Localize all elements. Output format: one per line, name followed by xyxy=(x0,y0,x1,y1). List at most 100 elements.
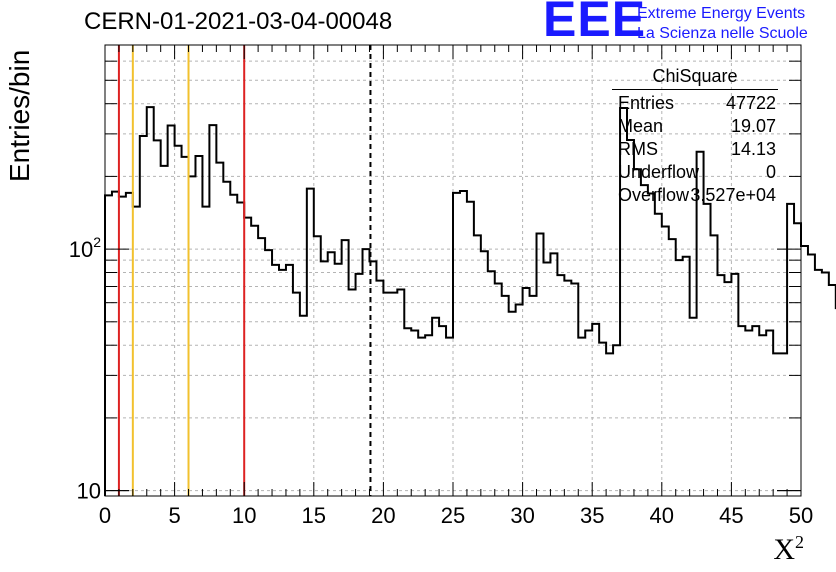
histogram-bin xyxy=(495,284,502,496)
histogram-bin xyxy=(335,264,342,496)
histogram-bin xyxy=(585,331,592,496)
stats-row-entries: Entries 47722 xyxy=(612,92,778,115)
histogram-bin xyxy=(439,326,446,496)
x-tick-label: 15 xyxy=(302,503,326,528)
histogram-bin xyxy=(390,293,397,496)
histogram-bin xyxy=(133,207,140,496)
histogram-bin xyxy=(731,274,738,496)
histogram-bin xyxy=(745,331,752,496)
stats-value: 19.07 xyxy=(730,116,776,136)
histogram-bin xyxy=(321,261,328,496)
histogram-bin xyxy=(293,293,300,496)
x-tick-label: 20 xyxy=(371,503,395,528)
histogram-bin xyxy=(453,193,460,496)
histogram-bin xyxy=(279,270,286,496)
histogram-bin xyxy=(509,312,516,496)
x-tick-label: 5 xyxy=(168,503,180,528)
histogram-bin xyxy=(530,296,537,496)
histogram-bin xyxy=(801,246,808,496)
y-tick-label: 102 xyxy=(69,234,101,262)
y-tick-label: 10 xyxy=(77,479,101,504)
y-axis-label: Entries/bin xyxy=(4,49,35,182)
logo-line-2: La Scienza nelle Scuole xyxy=(637,25,808,42)
stats-label: RMS xyxy=(618,139,658,159)
histogram-bin xyxy=(265,250,272,496)
histogram-bin xyxy=(564,281,571,496)
histogram-bin xyxy=(300,316,307,496)
histogram-bin xyxy=(641,185,648,496)
histogram-bin xyxy=(467,202,474,496)
histogram-bin xyxy=(126,193,133,496)
histogram-bin xyxy=(209,125,216,496)
stats-row-underflow: Underflow 0 xyxy=(612,161,778,184)
histogram-bin xyxy=(655,214,662,496)
histogram-bin xyxy=(272,265,279,496)
stats-row-rms: RMS 14.13 xyxy=(612,138,778,161)
histogram-bin xyxy=(119,197,126,496)
x-axis-label-exponent: 2 xyxy=(795,532,804,552)
stats-label: Underflow xyxy=(618,162,700,182)
histogram-bin xyxy=(829,285,836,496)
x-axis-label: X2 xyxy=(773,532,804,567)
histogram-bin xyxy=(773,353,780,496)
histogram-marks xyxy=(104,106,836,496)
histogram-bin xyxy=(578,338,585,496)
histogram-bin xyxy=(202,207,209,496)
histogram-bin xyxy=(752,326,759,496)
stats-label: Overflow xyxy=(618,185,690,205)
histogram-bin xyxy=(634,169,641,496)
histogram-bin xyxy=(724,282,731,496)
x-tick-label: 0 xyxy=(99,503,111,528)
histogram-bin xyxy=(161,166,168,496)
x-tick-label: 40 xyxy=(650,503,674,528)
logo-text: Extreme Energy Events La Scienza nelle S… xyxy=(637,4,808,44)
tick-labels: 0 5 10 15 20 25 30 35 40 45 50 10 102 xyxy=(69,234,814,528)
histogram-bin xyxy=(168,125,175,496)
histogram-bin xyxy=(787,204,794,496)
histogram-bin xyxy=(140,136,147,496)
histogram-bin xyxy=(815,270,822,496)
histogram-bin xyxy=(349,290,356,496)
histogram-bin xyxy=(738,326,745,496)
histogram-bin xyxy=(251,226,258,496)
histogram-bin xyxy=(404,328,411,496)
histogram-bin xyxy=(613,345,620,496)
x-tick-label: 50 xyxy=(789,503,813,528)
histogram-bin xyxy=(376,281,383,496)
histogram-bin xyxy=(557,275,564,496)
histogram-outline xyxy=(104,106,836,496)
histogram-bin xyxy=(592,324,599,496)
histogram-bin xyxy=(383,293,390,496)
histogram-bin xyxy=(488,271,495,496)
histogram-bin xyxy=(606,353,613,496)
histogram-bin xyxy=(711,235,718,496)
histogram-bin xyxy=(676,260,683,496)
histogram-bin xyxy=(182,157,189,496)
histogram-bin xyxy=(418,338,425,496)
stats-value: 3.527e+04 xyxy=(690,185,776,205)
histogram-bin xyxy=(780,353,787,496)
histogram-bin xyxy=(342,240,349,496)
histogram-bin xyxy=(216,163,223,496)
histogram-bin xyxy=(669,239,676,496)
histogram-bin xyxy=(550,253,557,496)
stats-title: ChiSquare xyxy=(612,66,778,90)
stats-row-overflow: Overflow 3.527e+04 xyxy=(612,184,778,207)
histogram-bin xyxy=(794,223,801,496)
histogram-bin xyxy=(474,235,481,496)
histogram-bin xyxy=(397,290,404,496)
histogram-bin xyxy=(571,284,578,496)
histogram-bin xyxy=(599,343,606,496)
histogram-bin xyxy=(328,252,335,496)
chart-title: CERN-01-2021-03-04-00048 xyxy=(84,8,393,35)
histogram-bin xyxy=(195,156,202,496)
histogram-bin xyxy=(822,273,829,496)
histogram-bin xyxy=(237,202,244,496)
axes xyxy=(104,44,802,497)
histogram-bin xyxy=(502,296,509,496)
x-tick-label: 30 xyxy=(510,503,534,528)
x-tick-label: 35 xyxy=(580,503,604,528)
histogram-bin xyxy=(425,335,432,496)
histogram-bin xyxy=(411,331,418,496)
histogram-bin xyxy=(258,238,265,496)
